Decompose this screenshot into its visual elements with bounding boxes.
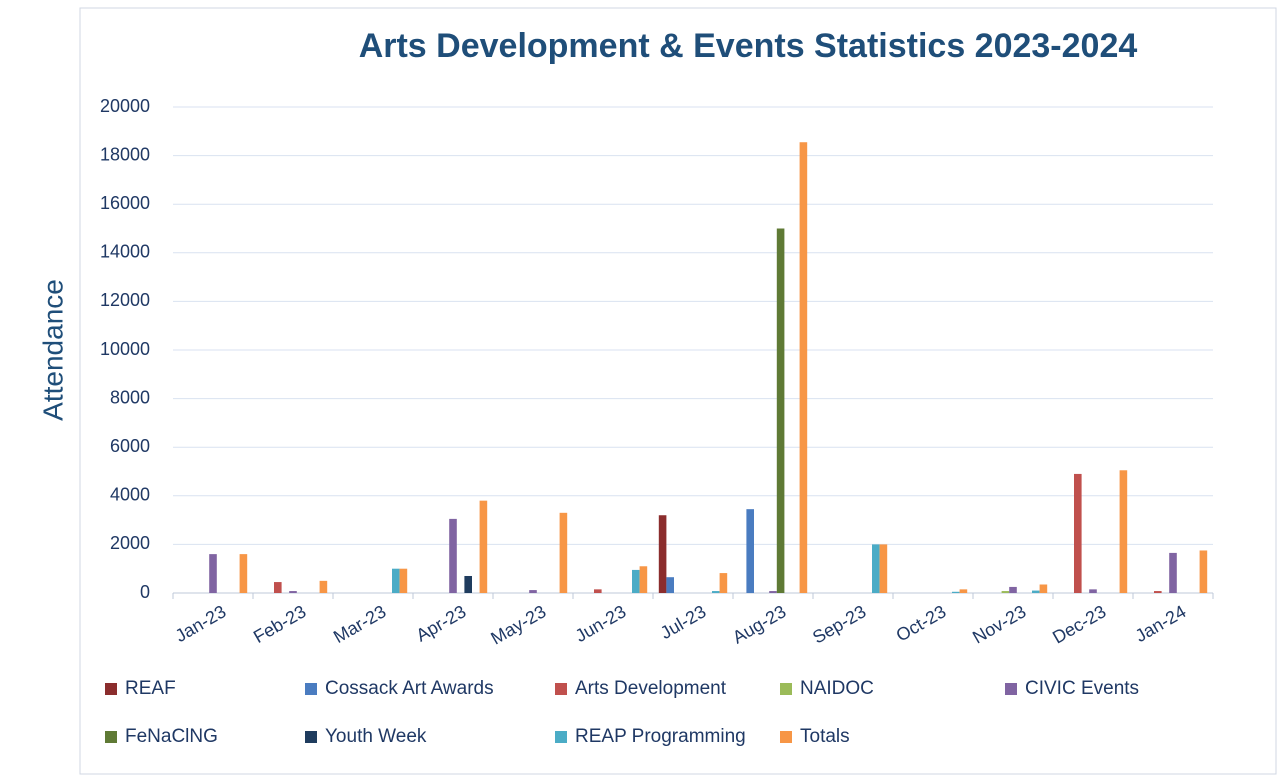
x-tick-label: Feb-23 [250, 601, 309, 647]
bar [1169, 552, 1177, 593]
bar [1119, 470, 1128, 593]
legend-swatch [555, 731, 567, 743]
legend-swatch [105, 683, 117, 695]
legend-label: Cossack Art Awards [325, 678, 494, 699]
legend-label: REAP Programming [575, 726, 746, 747]
x-tick-label: Mar-23 [330, 601, 389, 647]
bar [464, 575, 472, 593]
y-tick-label: 12000 [100, 290, 150, 310]
bar [1199, 550, 1208, 593]
bar [319, 580, 328, 593]
bar [799, 142, 808, 594]
legend-swatch [555, 683, 567, 695]
y-tick-label: 6000 [110, 436, 150, 456]
bar [719, 573, 728, 593]
bar [959, 589, 968, 593]
bar [776, 228, 785, 593]
bar [1001, 591, 1010, 593]
legend-label: Totals [800, 726, 850, 747]
chart-title: Arts Development & Events Statistics 202… [359, 27, 1138, 65]
x-tick-label: Jul-23 [657, 601, 709, 643]
legend-swatch [105, 731, 117, 743]
bar [399, 568, 408, 593]
y-tick-label: 16000 [100, 193, 150, 213]
bar [769, 591, 777, 593]
y-tick-label: 20000 [100, 96, 150, 116]
bar [239, 554, 248, 593]
bar [658, 515, 667, 593]
y-tick-label: 18000 [100, 144, 150, 164]
bar [274, 582, 282, 593]
x-tick-label: Sep-23 [809, 601, 869, 647]
legend-swatch [305, 731, 317, 743]
x-tick-label: Jan-24 [1132, 601, 1190, 646]
y-axis-title: Attendance [37, 279, 68, 421]
y-tick-label: 0 [140, 582, 150, 602]
bar [479, 500, 488, 593]
legend-label: Youth Week [325, 726, 427, 747]
bar [559, 512, 568, 593]
bar [594, 589, 602, 593]
bar [952, 591, 960, 593]
bar [1074, 473, 1082, 593]
legend-label: REAF [125, 678, 176, 699]
bar [879, 544, 888, 593]
bar [666, 577, 674, 593]
bar [712, 591, 720, 593]
y-tick-label: 10000 [100, 339, 150, 359]
x-tick-label: Jan-23 [172, 601, 230, 646]
x-tick-label: Nov-23 [969, 601, 1029, 647]
legend-swatch [780, 683, 792, 695]
bar [209, 554, 217, 593]
bar [289, 591, 297, 593]
bar [632, 569, 640, 593]
y-tick-label: 4000 [110, 485, 150, 505]
legend-swatch [780, 731, 792, 743]
bar [449, 518, 457, 593]
legend-label: CIVIC Events [1025, 678, 1139, 699]
x-tick-label: May-23 [487, 601, 549, 648]
bar [1039, 584, 1048, 593]
legend-label: NAIDOC [800, 678, 874, 699]
x-tick-label: Jun-23 [572, 601, 630, 646]
legend-label: Arts Development [575, 678, 727, 699]
chart-frame [79, 7, 1277, 775]
bar [529, 590, 537, 593]
bar [1089, 589, 1097, 593]
y-tick-label: 14000 [100, 242, 150, 262]
bar [1154, 591, 1162, 593]
legend-swatch [305, 683, 317, 695]
x-tick-label: Dec-23 [1049, 601, 1109, 647]
legend-swatch [1005, 683, 1017, 695]
bar [639, 566, 648, 593]
y-tick-label: 2000 [110, 533, 150, 553]
bar [1032, 590, 1040, 593]
x-tick-label: Oct-23 [893, 601, 950, 645]
x-tick-label: Apr-23 [413, 601, 470, 645]
y-tick-label: 8000 [110, 387, 150, 407]
bar [1009, 586, 1017, 593]
bar [872, 544, 880, 593]
x-tick-label: Aug-23 [729, 601, 789, 647]
legend-label: FeNaClNG [125, 726, 218, 747]
bar [392, 568, 400, 593]
bar [746, 509, 754, 593]
